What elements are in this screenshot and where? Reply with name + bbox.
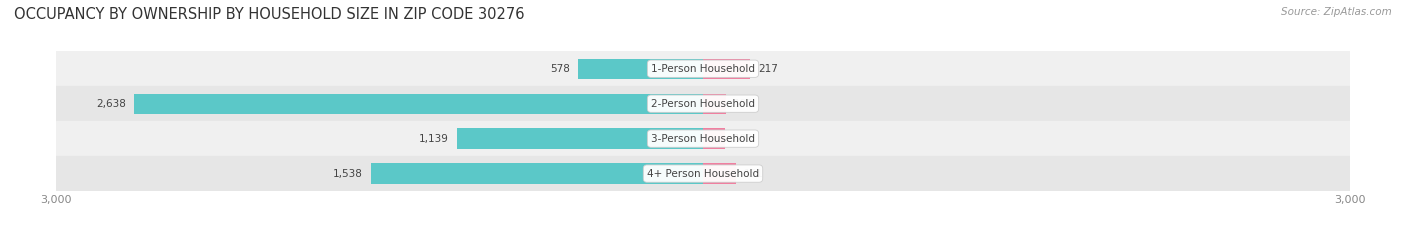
Bar bbox=[457, 129, 703, 149]
Text: 1,139: 1,139 bbox=[419, 134, 449, 144]
Text: 1,538: 1,538 bbox=[333, 169, 363, 178]
Text: 578: 578 bbox=[550, 64, 569, 74]
Text: 2,638: 2,638 bbox=[96, 99, 125, 109]
Text: 4+ Person Household: 4+ Person Household bbox=[647, 169, 759, 178]
Bar bbox=[56, 156, 1350, 191]
Bar bbox=[371, 164, 703, 184]
Bar bbox=[578, 59, 703, 79]
Bar bbox=[135, 94, 703, 114]
Text: 103: 103 bbox=[734, 134, 754, 144]
Bar bbox=[56, 121, 1350, 156]
Text: OCCUPANCY BY OWNERSHIP BY HOUSEHOLD SIZE IN ZIP CODE 30276: OCCUPANCY BY OWNERSHIP BY HOUSEHOLD SIZE… bbox=[14, 7, 524, 22]
Text: 2-Person Household: 2-Person Household bbox=[651, 99, 755, 109]
Text: 1-Person Household: 1-Person Household bbox=[651, 64, 755, 74]
Text: Source: ZipAtlas.com: Source: ZipAtlas.com bbox=[1281, 7, 1392, 17]
Text: 217: 217 bbox=[758, 64, 779, 74]
Text: 3-Person Household: 3-Person Household bbox=[651, 134, 755, 144]
Bar bbox=[703, 129, 725, 149]
Bar bbox=[703, 59, 749, 79]
Bar bbox=[703, 94, 725, 114]
Bar bbox=[703, 164, 735, 184]
Bar bbox=[56, 51, 1350, 86]
Bar bbox=[56, 86, 1350, 121]
Text: 105: 105 bbox=[734, 99, 754, 109]
Text: 151: 151 bbox=[744, 169, 763, 178]
